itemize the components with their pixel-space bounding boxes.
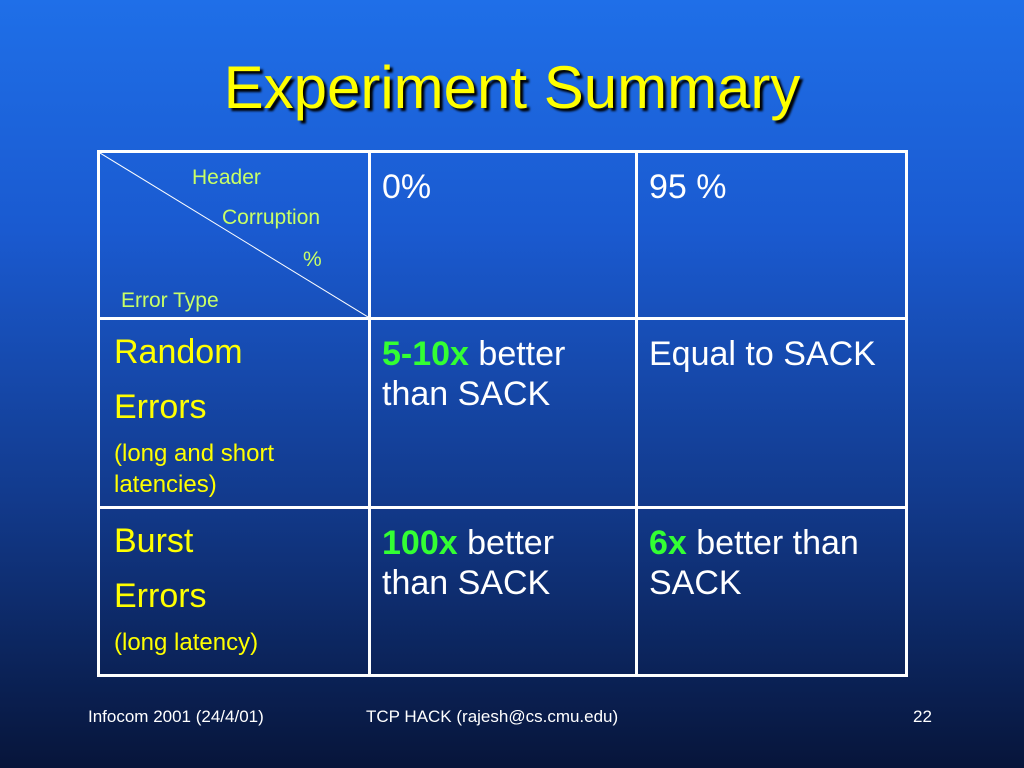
result-highlight: 6x [649, 524, 687, 562]
result-cell: 6x better than SACK [635, 506, 908, 677]
column-header-label: 95 % [649, 168, 727, 206]
result-text: better than SACK [382, 524, 555, 603]
table-row-burst-errors: Burst Errors (long latency) 100x better … [97, 506, 908, 677]
summary-table: Header Corruption % Error Type 0% 95 % R… [97, 150, 908, 677]
corner-header-label: Header [192, 166, 261, 189]
slide-title: Experiment Summary [223, 54, 801, 121]
table-row-random-errors: Random Errors (long and short latencies)… [97, 317, 908, 509]
column-header-0-percent: 0% [368, 150, 638, 320]
row-label-cell: Burst Errors (long latency) [97, 506, 371, 677]
result-highlight: 5-10x [382, 335, 469, 373]
column-header-label: 0% [382, 168, 432, 206]
row-label-subtext: (long latency) [114, 628, 259, 656]
table-header-row: Header Corruption % Error Type 0% 95 % [97, 150, 908, 320]
corner-corruption-label: Corruption [222, 206, 321, 229]
diagonal-divider [100, 153, 368, 317]
slide-number: 22 [913, 707, 932, 726]
result-cell: 5-10x better than SACK [368, 317, 638, 509]
result-highlight: 100x [382, 524, 458, 562]
result-text: better than SACK [649, 524, 859, 603]
result-cell: 100x better than SACK [368, 506, 638, 677]
corner-cell: Header Corruption % Error Type [97, 150, 371, 320]
corner-error-type-label: Error Type [121, 289, 219, 312]
column-header-95-percent: 95 % [635, 150, 908, 320]
row-label-cell: Random Errors (long and short latencies) [97, 317, 371, 509]
footer-conference: Infocom 2001 (24/4/01) [88, 707, 264, 726]
row-label-subtext: (long and short latencies) [114, 439, 275, 498]
row-label-line2: Errors [114, 387, 207, 426]
footer-author: TCP HACK (rajesh@cs.cmu.edu) [366, 707, 619, 726]
result-text: Equal to SACK [649, 335, 876, 373]
result-text: better than SACK [382, 335, 566, 414]
row-label-line1: Random [114, 333, 243, 371]
corner-percent-label: % [303, 248, 322, 271]
result-cell: Equal to SACK [635, 317, 908, 509]
row-label-line2: Errors [114, 576, 207, 615]
row-label-line1: Burst [114, 522, 194, 560]
